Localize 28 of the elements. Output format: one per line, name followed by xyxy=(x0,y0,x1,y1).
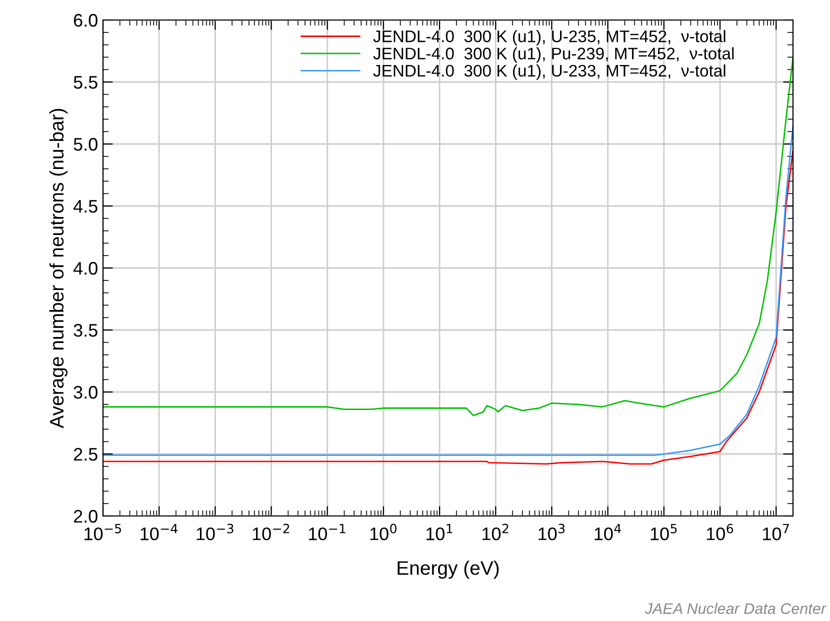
legend-label: JENDL-4.0 300 K (u1), Pu-239, MT=452, ν-total xyxy=(373,47,734,63)
x-tick-label: 10$^{7}$ xyxy=(763,524,789,540)
legend-label: JENDL-4.0 300 K (u1), U-235, MT=452, ν-total xyxy=(373,30,726,46)
y-tick-label: 3.0 xyxy=(74,386,98,399)
x-tick-label: 10$^{−1}$ xyxy=(308,524,346,540)
x-tick-label: 10$^{3}$ xyxy=(538,524,565,540)
x-tick-label: 10$^{6}$ xyxy=(706,524,734,540)
x-tick-label: 10$^{0}$ xyxy=(370,524,396,540)
y-tick-label: 5.5 xyxy=(74,76,98,89)
x-tick-label: 10$^{−2}$ xyxy=(252,524,290,540)
x-tick-label: 10$^{2}$ xyxy=(482,524,508,540)
y-tick-label: 3.5 xyxy=(74,324,98,337)
x-tick-label: 10$^{−4}$ xyxy=(140,524,178,540)
y-axis-title: Average number of neutrons (nu-bar) xyxy=(49,108,68,428)
y-tick-label: 4.5 xyxy=(73,200,98,213)
text: JAEA Nuclear Data Center xyxy=(644,602,827,614)
x-tick-label: 10$^{1}$ xyxy=(426,524,452,540)
x-tick-label: 10$^{−5}$ xyxy=(84,524,122,540)
x-tick-label: 10$^{5}$ xyxy=(650,524,677,540)
y-tick-label: 6.0 xyxy=(74,14,98,27)
y-tick-label: 4.0 xyxy=(73,262,98,275)
x-axis-title: Energy (eV) xyxy=(398,560,499,579)
y-tick-label: 2.0 xyxy=(74,510,98,523)
y-tick-label: 2.5 xyxy=(74,448,98,461)
x-tick-label: 10$^{−3}$ xyxy=(196,524,234,540)
x-tick-label: 10$^{4}$ xyxy=(594,524,621,540)
legend-label: JENDL-4.0 300 K (u1), U-233, MT=452, ν-total xyxy=(373,64,726,80)
y-tick-label: 5.0 xyxy=(74,138,98,151)
